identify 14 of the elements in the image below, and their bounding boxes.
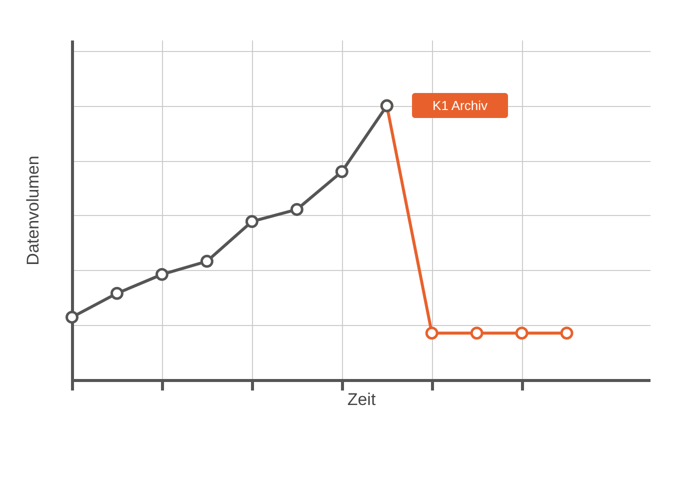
- point: [470, 326, 484, 340]
- point: [560, 326, 574, 340]
- y-axis-title: Datenvolumen: [24, 156, 42, 266]
- point: [245, 215, 258, 228]
- x-axis-title: Zeit: [347, 390, 376, 409]
- point: [515, 326, 528, 340]
- point: [290, 202, 304, 216]
- point: [66, 310, 78, 324]
- annotation: K1 Archiv: [432, 98, 488, 113]
- point: [110, 286, 124, 300]
- point: [200, 254, 214, 268]
- point: [425, 326, 438, 340]
- point: [155, 268, 168, 281]
- point: [335, 165, 348, 178]
